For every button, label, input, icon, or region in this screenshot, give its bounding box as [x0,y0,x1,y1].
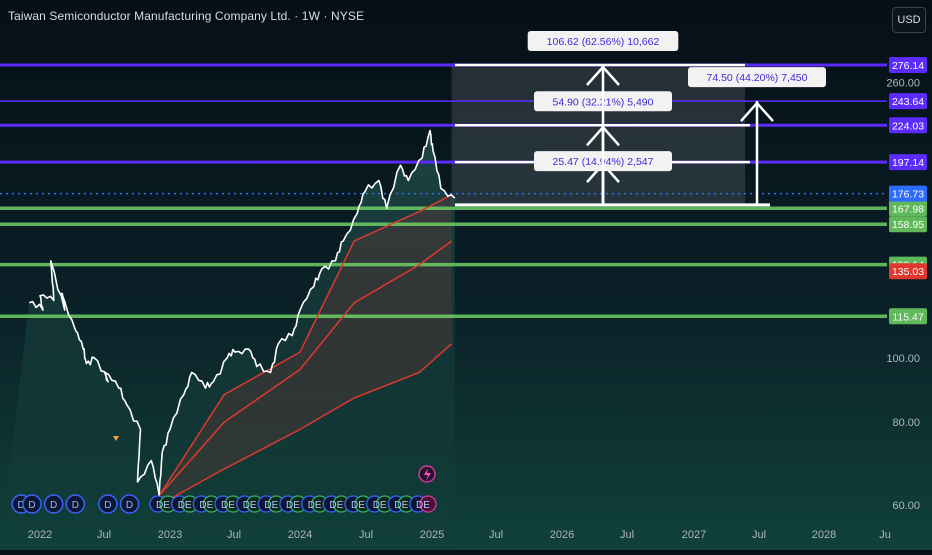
x-axis-tick-label: 2022 [28,529,52,541]
projection-label: 74.50 (44.20%) 7,450 [707,72,808,84]
current-price-tag-bg [889,185,927,202]
dividend-event-marker[interactable] [119,494,140,514]
event-label: D [28,500,35,511]
level-price-tag-bg [889,200,927,217]
projection-label-box [688,67,826,88]
event-label: D [126,500,133,511]
event-label: D [72,500,79,511]
level-price-tag-bg [889,93,927,110]
price-line[interactable] [28,129,456,497]
event-label: DE [221,500,235,511]
y-axis-tick-label: 60.00 [892,500,920,512]
y-axis-tick-label: 100.00 [886,353,920,365]
x-axis-tick-label: Jul [620,529,634,541]
x-axis-tick-label: 2028 [812,529,836,541]
event-label: DE [373,500,387,511]
current-price-tag: 176.73 [892,189,924,201]
lightning-icon [424,468,431,481]
signal-triangle-icon [113,436,119,441]
x-axis-tick-label: Jul [359,529,373,541]
moving-average-line-1 [158,194,453,496]
event-label: DE [351,500,365,511]
y-axis-tick-label: 80.00 [892,417,920,429]
event-label: DE [243,500,257,511]
x-axis-tick-label: 2024 [288,529,312,541]
level-price-tag-bg [889,308,927,325]
x-axis-tick-label: 2025 [420,529,444,541]
dividend-event-marker[interactable] [43,494,64,514]
x-axis-tick-label: 2026 [550,529,574,541]
projection-label-box [527,31,679,51]
x-axis-tick-label: Jul [227,529,241,541]
event-label: DE [264,500,278,511]
event-label: D [50,500,57,511]
event-label: DE [329,500,343,511]
level-price-tag: 276.14 [892,60,924,72]
event-label: DE [394,500,408,511]
event-label: DE [286,500,300,511]
projection-label: 106.62 (62.56%) 10,662 [547,36,660,48]
level-price-tag-bg [889,154,927,171]
dividend-event-marker[interactable] [65,494,86,514]
projection-arrow-head [740,101,774,122]
earnings-event-marker[interactable] [419,495,437,513]
x-axis-tick-label: Jul [489,529,503,541]
event-label: DE [308,500,322,511]
price-area-fill [0,130,455,550]
level-price-tag-bg [889,216,927,233]
projection-arrow-head [586,65,620,86]
event-label: D [104,500,111,511]
event-label: DE [178,500,192,511]
level-price-tag: 224.03 [892,120,924,132]
red-price-tag: 135.03 [892,266,924,278]
moving-average-band [159,194,452,506]
moving-average-line-3 [158,343,453,506]
projection-zone [451,65,745,205]
event-label: DE [199,500,213,511]
y-axis-tick-label: 260.00 [886,77,920,89]
x-axis-tick-label: Jul [752,529,766,541]
level-price-tag: 167.98 [892,203,924,215]
currency-button[interactable]: USD [892,7,926,33]
level-price-tag: 243.64 [892,96,924,108]
level-price-tag: 197.14 [892,157,924,169]
dividend-event-marker[interactable] [98,494,118,514]
x-axis-tick-label: 2027 [682,529,706,541]
chart-title: Taiwan Semiconductor Manufacturing Compa… [8,9,365,23]
level-price-tag: 158.95 [892,219,924,231]
level-price-tag-bg [889,57,927,73]
level-price-tag: 115.47 [892,311,923,323]
x-axis-tick-label: 2023 [158,529,182,541]
x-axis-tick-label: Ju [879,529,891,541]
dividend-event-marker[interactable] [22,494,42,514]
event-label: DE [156,500,170,511]
x-axis-tick-label: Jul [97,529,111,541]
event-label: DE [416,500,430,511]
event-label: D [18,500,25,511]
level-price-tag-bg [889,117,927,134]
moving-average-line-2 [158,240,453,496]
red-price-tag-bg [889,263,927,280]
